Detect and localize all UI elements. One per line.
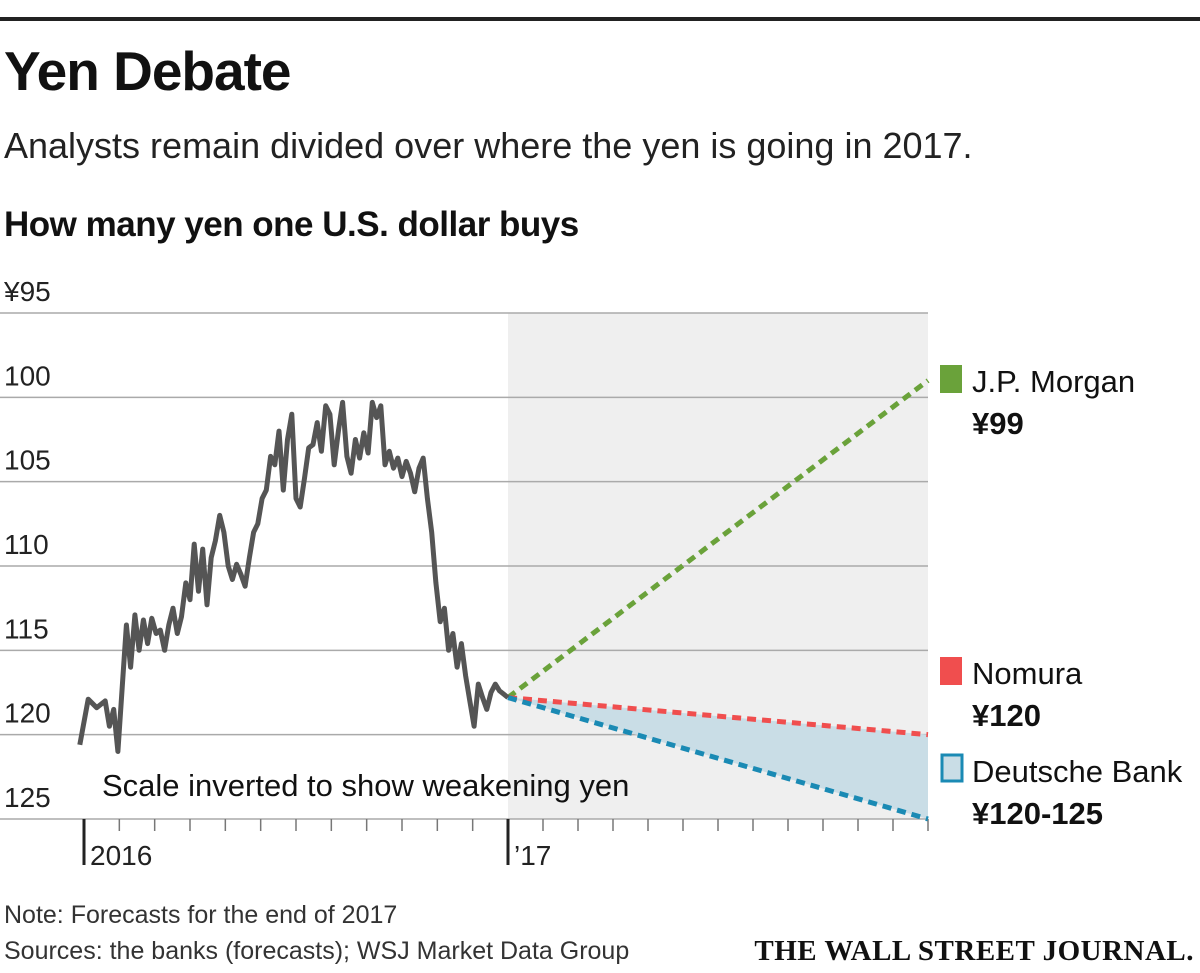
y-tick-label-115: 115 [4, 613, 49, 644]
x-tick-label-’17: ’17 [514, 840, 551, 871]
legend-name-deutsche-bank: Deutsche Bank [972, 754, 1183, 789]
forecast-line-nomura [507, 695, 929, 738]
forecast-line-j-p-morgan [506, 378, 930, 700]
legend-value-deutsche-bank: ¥120-125 [972, 796, 1103, 831]
y-tick-labels: ¥95 100 105 110 115 120 125 [3, 276, 51, 813]
y-tick-label-110: 110 [4, 529, 49, 560]
x-tick-label-2016: 2016 [90, 840, 152, 871]
wsj-logo: THE WALL STREET JOURNAL. [754, 935, 1194, 967]
legend-name-nomura: Nomura [972, 656, 1083, 691]
legend-swatch-nomura [940, 657, 962, 685]
usd-jpy-line [77, 399, 510, 754]
chart-subtitle: Analysts remain divided over where the y… [4, 125, 973, 166]
top-rule [0, 17, 1200, 21]
legend-value-nomura: ¥120 [972, 698, 1041, 733]
forecast-legend: J.P. Morgan ¥99 Nomura ¥120 Deutsche Bank ¥12… [940, 364, 1183, 831]
x-axis: 2016 ’17 [82, 819, 929, 871]
legend-swatch-j-p-morgan [940, 365, 962, 393]
y-tick-label-95: ¥95 [3, 276, 51, 307]
y-tick-label-120: 120 [4, 698, 51, 729]
legend-name-j-p-morgan: J.P. Morgan [972, 364, 1135, 399]
y-tick-label-100: 100 [4, 360, 51, 391]
sources: Sources: the banks (forecasts); WSJ Mark… [4, 937, 630, 965]
chart-title: Yen Debate [4, 40, 292, 102]
forecast-line-deutsche-bank [507, 695, 929, 822]
legend-value-j-p-morgan: ¥99 [972, 406, 1024, 441]
legend-swatch-deutsche-bank [940, 753, 964, 783]
scale-inverted-annotation: Scale inverted to show weakening yen [102, 768, 629, 803]
chart-heading: How many yen one U.S. dollar buys [4, 205, 579, 244]
footnote: Note: Forecasts for the end of 2017 [4, 901, 398, 929]
y-tick-label-105: 105 [4, 445, 51, 476]
y-tick-label-125: 125 [4, 782, 51, 813]
forecast-lines [506, 378, 930, 822]
series-layer [77, 399, 510, 754]
